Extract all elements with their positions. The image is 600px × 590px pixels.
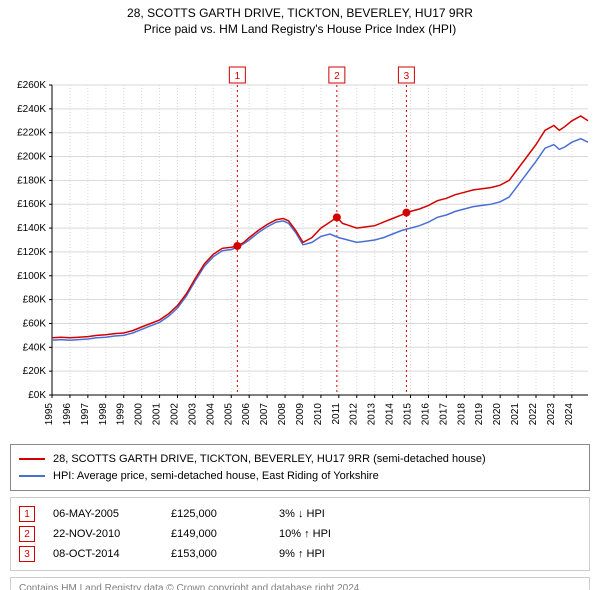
x-tick-label: 2012 bbox=[349, 403, 360, 426]
title-line-1: 28, SCOTTS GARTH DRIVE, TICKTON, BEVERLE… bbox=[0, 6, 600, 22]
y-tick-label: £120K bbox=[17, 247, 46, 258]
x-tick-label: 2016 bbox=[420, 403, 431, 426]
x-tick-label: 2007 bbox=[259, 403, 270, 426]
legend-swatch bbox=[19, 458, 45, 460]
x-tick-label: 1995 bbox=[44, 403, 55, 426]
x-tick-label: 1997 bbox=[80, 403, 91, 426]
x-tick-label: 2021 bbox=[510, 403, 521, 426]
sale-date: 22-NOV-2010 bbox=[53, 528, 153, 540]
legend-row: HPI: Average price, semi-detached house,… bbox=[19, 468, 581, 485]
y-tick-label: £240K bbox=[17, 104, 46, 115]
sale-price: £153,000 bbox=[171, 548, 261, 560]
y-tick-label: £260K bbox=[17, 80, 46, 91]
legend-row: 28, SCOTTS GARTH DRIVE, TICKTON, BEVERLE… bbox=[19, 451, 581, 468]
sale-marker-number: 1 bbox=[235, 71, 241, 82]
legend-label: HPI: Average price, semi-detached house,… bbox=[53, 468, 379, 485]
x-tick-label: 2001 bbox=[152, 403, 163, 426]
x-tick-label: 2024 bbox=[564, 403, 575, 426]
y-tick-label: £220K bbox=[17, 128, 46, 139]
sale-date: 06-MAY-2005 bbox=[53, 508, 153, 520]
credits-box: Contains HM Land Registry data © Crown c… bbox=[10, 577, 590, 590]
sale-diff: 10% ↑ HPI bbox=[279, 528, 379, 540]
x-tick-label: 2018 bbox=[456, 403, 467, 426]
sale-row: 3 08-OCT-2014 £153,000 9% ↑ HPI bbox=[19, 544, 581, 564]
sale-row-marker: 3 bbox=[19, 546, 35, 562]
sale-row-marker: 1 bbox=[19, 506, 35, 522]
sale-dot bbox=[333, 214, 341, 222]
x-tick-label: 1998 bbox=[98, 403, 109, 426]
x-tick-label: 2013 bbox=[367, 403, 378, 426]
y-tick-label: £180K bbox=[17, 176, 46, 187]
sale-diff: 3% ↓ HPI bbox=[279, 508, 379, 520]
y-tick-label: £140K bbox=[17, 223, 46, 234]
x-tick-label: 2022 bbox=[528, 403, 539, 426]
x-tick-label: 2020 bbox=[492, 403, 503, 426]
sale-dot bbox=[233, 242, 241, 250]
x-tick-label: 1996 bbox=[62, 403, 73, 426]
sale-date: 08-OCT-2014 bbox=[53, 548, 153, 560]
y-tick-label: £80K bbox=[23, 295, 47, 306]
credits-line-1: Contains HM Land Registry data © Crown c… bbox=[19, 582, 581, 590]
x-tick-label: 2000 bbox=[134, 403, 145, 426]
x-tick-label: 2004 bbox=[205, 403, 216, 426]
x-tick-label: 2014 bbox=[385, 403, 396, 426]
y-tick-label: £160K bbox=[17, 199, 46, 210]
x-tick-label: 2008 bbox=[277, 403, 288, 426]
y-tick-label: £60K bbox=[23, 319, 47, 330]
x-tick-label: 1999 bbox=[116, 403, 127, 426]
sale-price: £125,000 bbox=[171, 508, 261, 520]
y-tick-label: £100K bbox=[17, 271, 46, 282]
sale-row: 1 06-MAY-2005 £125,000 3% ↓ HPI bbox=[19, 504, 581, 524]
legend-swatch bbox=[19, 475, 45, 477]
y-tick-label: £40K bbox=[23, 342, 47, 353]
sale-dot bbox=[402, 209, 410, 217]
title-line-2: Price paid vs. HM Land Registry's House … bbox=[0, 22, 600, 38]
x-tick-label: 2017 bbox=[438, 403, 449, 426]
sales-box: 1 06-MAY-2005 £125,000 3% ↓ HPI 2 22-NOV-2010… bbox=[10, 497, 590, 571]
sale-row-marker: 2 bbox=[19, 526, 35, 542]
y-tick-label: £20K bbox=[23, 366, 47, 377]
sale-marker-number: 3 bbox=[404, 71, 410, 82]
x-tick-label: 2010 bbox=[313, 403, 324, 426]
legend-box: 28, SCOTTS GARTH DRIVE, TICKTON, BEVERLE… bbox=[10, 444, 590, 491]
x-tick-label: 2011 bbox=[331, 403, 342, 425]
x-tick-label: 2015 bbox=[403, 403, 414, 426]
y-tick-label: £200K bbox=[17, 152, 46, 163]
x-tick-label: 2019 bbox=[474, 403, 485, 426]
x-tick-label: 2005 bbox=[223, 403, 234, 426]
y-tick-label: £0K bbox=[28, 390, 46, 401]
x-tick-label: 2002 bbox=[169, 403, 180, 426]
x-tick-label: 2023 bbox=[546, 403, 557, 426]
sale-marker-number: 2 bbox=[334, 71, 340, 82]
price-chart: £0K £20K £40K £60K £80K £100K £120K £140K £160K £… bbox=[0, 37, 600, 437]
x-tick-label: 2009 bbox=[295, 403, 306, 426]
sale-diff: 9% ↑ HPI bbox=[279, 548, 379, 560]
sale-row: 2 22-NOV-2010 £149,000 10% ↑ HPI bbox=[19, 524, 581, 544]
x-tick-label: 2003 bbox=[187, 403, 198, 426]
legend-label: 28, SCOTTS GARTH DRIVE, TICKTON, BEVERLE… bbox=[53, 451, 486, 468]
sale-price: £149,000 bbox=[171, 528, 261, 540]
x-tick-label: 2006 bbox=[241, 403, 252, 426]
